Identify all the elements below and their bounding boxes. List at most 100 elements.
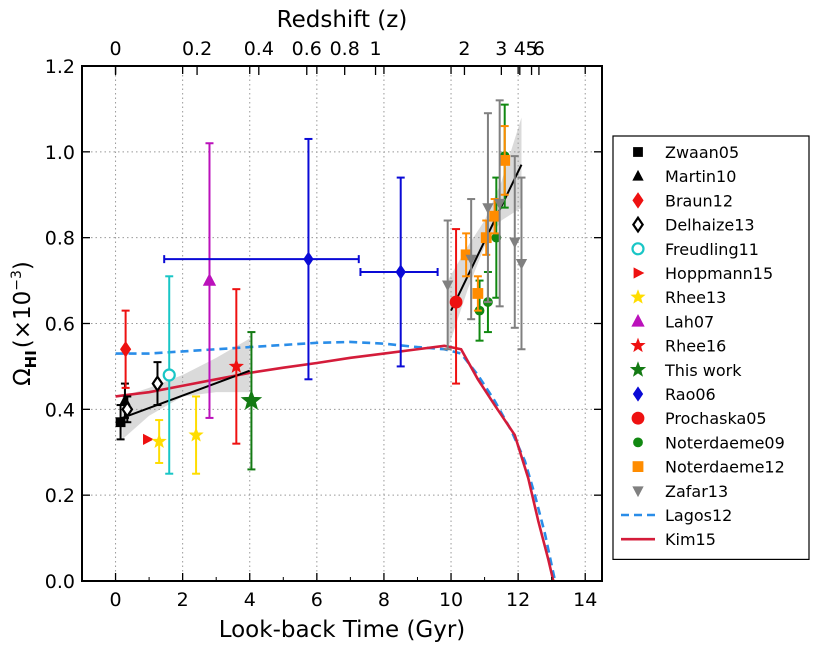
data-point-braun12	[120, 341, 132, 358]
model-curves	[115, 340, 557, 582]
legend-entry-hoppmann15: Hoppmann15	[633, 264, 773, 283]
legend-entry-rhee16: Rhee16	[630, 337, 726, 356]
legend-marker-prochaska05	[631, 411, 645, 425]
data-point-rhee13	[188, 427, 204, 442]
data-point-zafar13	[442, 280, 454, 292]
fit-confidence-band	[122, 338, 250, 440]
legend-label: Rao06	[665, 385, 716, 404]
data-point-rao06	[303, 251, 314, 267]
legend-entry-rhee13: Rhee13	[630, 288, 726, 307]
legend-entry-freudling11: Freudling11	[631, 240, 759, 259]
top-tick-label: 3	[495, 38, 507, 60]
x-tick-label: 0	[110, 589, 122, 611]
top-tick-label: 0.2	[182, 38, 212, 60]
data-point-zafar13	[482, 203, 494, 214]
y-axis-exponent: −3	[9, 270, 25, 291]
data-point-hoppmann15	[143, 433, 154, 446]
legend-marker-hoppmann15	[633, 267, 645, 279]
x-tick-label: 6	[311, 589, 323, 611]
legend-label: Delhaize13	[665, 216, 755, 235]
x-tick-label: 10	[439, 589, 463, 611]
data-point-noterdaeme12	[499, 155, 511, 166]
legend-marker-zwaan05	[633, 147, 643, 157]
legend-marker-martin10	[632, 169, 644, 181]
legend-entry-braun12: Braun12	[632, 191, 733, 210]
legend-marker-this-work	[629, 361, 647, 377]
y-axis-unit: (×10	[10, 291, 36, 349]
legend-entry-noterdaeme12: Noterdaeme12	[632, 458, 785, 477]
legend-entry-prochaska05: Prochaska05	[631, 409, 767, 428]
legend-marker-freudling11	[631, 242, 645, 256]
legend-marker-rhee13	[630, 289, 646, 304]
data-point-lah07	[202, 273, 217, 286]
legend-label: Freudling11	[665, 240, 759, 259]
legend-label: Lah07	[665, 312, 714, 331]
data-point-rhee16	[228, 358, 244, 373]
data-points	[115, 99, 528, 475]
y-tick-label: 1.0	[45, 142, 75, 164]
legend-marker-zafar13	[632, 486, 644, 498]
confidence-bands	[122, 117, 522, 440]
data-point-noterdaeme12	[489, 210, 501, 222]
data-point-zafar13	[465, 254, 477, 266]
legend-label: This work	[664, 361, 742, 380]
legend-label: Zafar13	[665, 482, 728, 501]
legend-label: Kim15	[665, 530, 716, 549]
y-tick-label: 0.2	[45, 485, 75, 507]
legend-marker-rao06	[632, 386, 644, 402]
series-lah07	[202, 142, 217, 419]
top-tick-label: 0.6	[292, 38, 322, 60]
y-axis-close: )	[10, 261, 36, 270]
legend-entry-noterdaeme09: Noterdaeme09	[633, 433, 785, 452]
legend-marker-lah07	[631, 313, 645, 327]
y-tick-label: 0.6	[45, 314, 75, 336]
top-tick-label: 0.4	[244, 38, 274, 60]
legend-label: Rhee16	[665, 337, 726, 356]
legend-label: Lagos12	[665, 506, 732, 525]
y-tick-label: 0.4	[45, 399, 75, 421]
top-tick-label: 6	[533, 38, 545, 60]
legend-entry-rao06: Rao06	[632, 385, 716, 404]
data-point-zafar13	[494, 198, 506, 210]
y-axis-subscript: HI	[22, 350, 40, 368]
data-point-zafar13	[509, 237, 521, 249]
legend-marker-braun12	[632, 192, 644, 209]
legend-label: Noterdaeme09	[665, 433, 785, 452]
legend-marker-noterdaeme12	[632, 461, 644, 473]
series-this-work	[240, 331, 263, 471]
legend-entry-zwaan05: Zwaan05	[633, 143, 739, 162]
x-tick-label: 8	[378, 589, 390, 611]
legend-marker-noterdaeme09	[633, 437, 643, 448]
top-axis-title: Redshift (z)	[277, 7, 408, 33]
grid-lines	[82, 65, 602, 582]
legend-label: Martin10	[665, 167, 736, 186]
series-rao06	[163, 137, 439, 381]
legend-label: Hoppmann15	[665, 264, 773, 283]
legend-marker-delhaize13	[631, 215, 645, 234]
axis-ticks: 0 2 4 6 8 10 12 140.00.20.40.60.81.01.20 0.2 0.4 0…	[45, 38, 602, 611]
y-axis-title: ΩHI(×10−3)	[9, 261, 40, 386]
legend-entry-delhaize13: Delhaize13	[631, 215, 755, 235]
legend-label: Rhee13	[665, 288, 726, 307]
y-tick-label: 0.8	[45, 228, 75, 250]
legend: Zwaan05 Martin10 Braun12 Delhaize13 Freudlin…	[612, 135, 810, 560]
legend-label: Noterdaeme12	[665, 458, 785, 477]
series-braun12	[120, 309, 132, 389]
legend-entry-lah07: Lah07	[631, 312, 714, 331]
x-tick-label: 2	[177, 589, 189, 611]
series-zafar13	[442, 99, 528, 351]
series-rhee13	[151, 395, 204, 475]
axis-labels: Look-back Time (Gyr) Redshift (z) ΩHI(×1…	[9, 7, 465, 643]
legend-entry-kim15: Kim15	[621, 530, 716, 549]
series-delhaize13	[121, 361, 164, 424]
top-tick-label: 2	[458, 38, 470, 60]
legend-label: Zwaan05	[665, 143, 739, 162]
top-tick-label: 1	[370, 38, 382, 60]
data-point-rhee13	[151, 433, 167, 448]
data-point-freudling11	[162, 368, 176, 382]
data-point-noterdaeme12	[480, 232, 492, 244]
series-prochaska05	[449, 228, 463, 385]
data-point-zafar13	[515, 259, 528, 270]
x-tick-label: 4	[244, 589, 256, 611]
